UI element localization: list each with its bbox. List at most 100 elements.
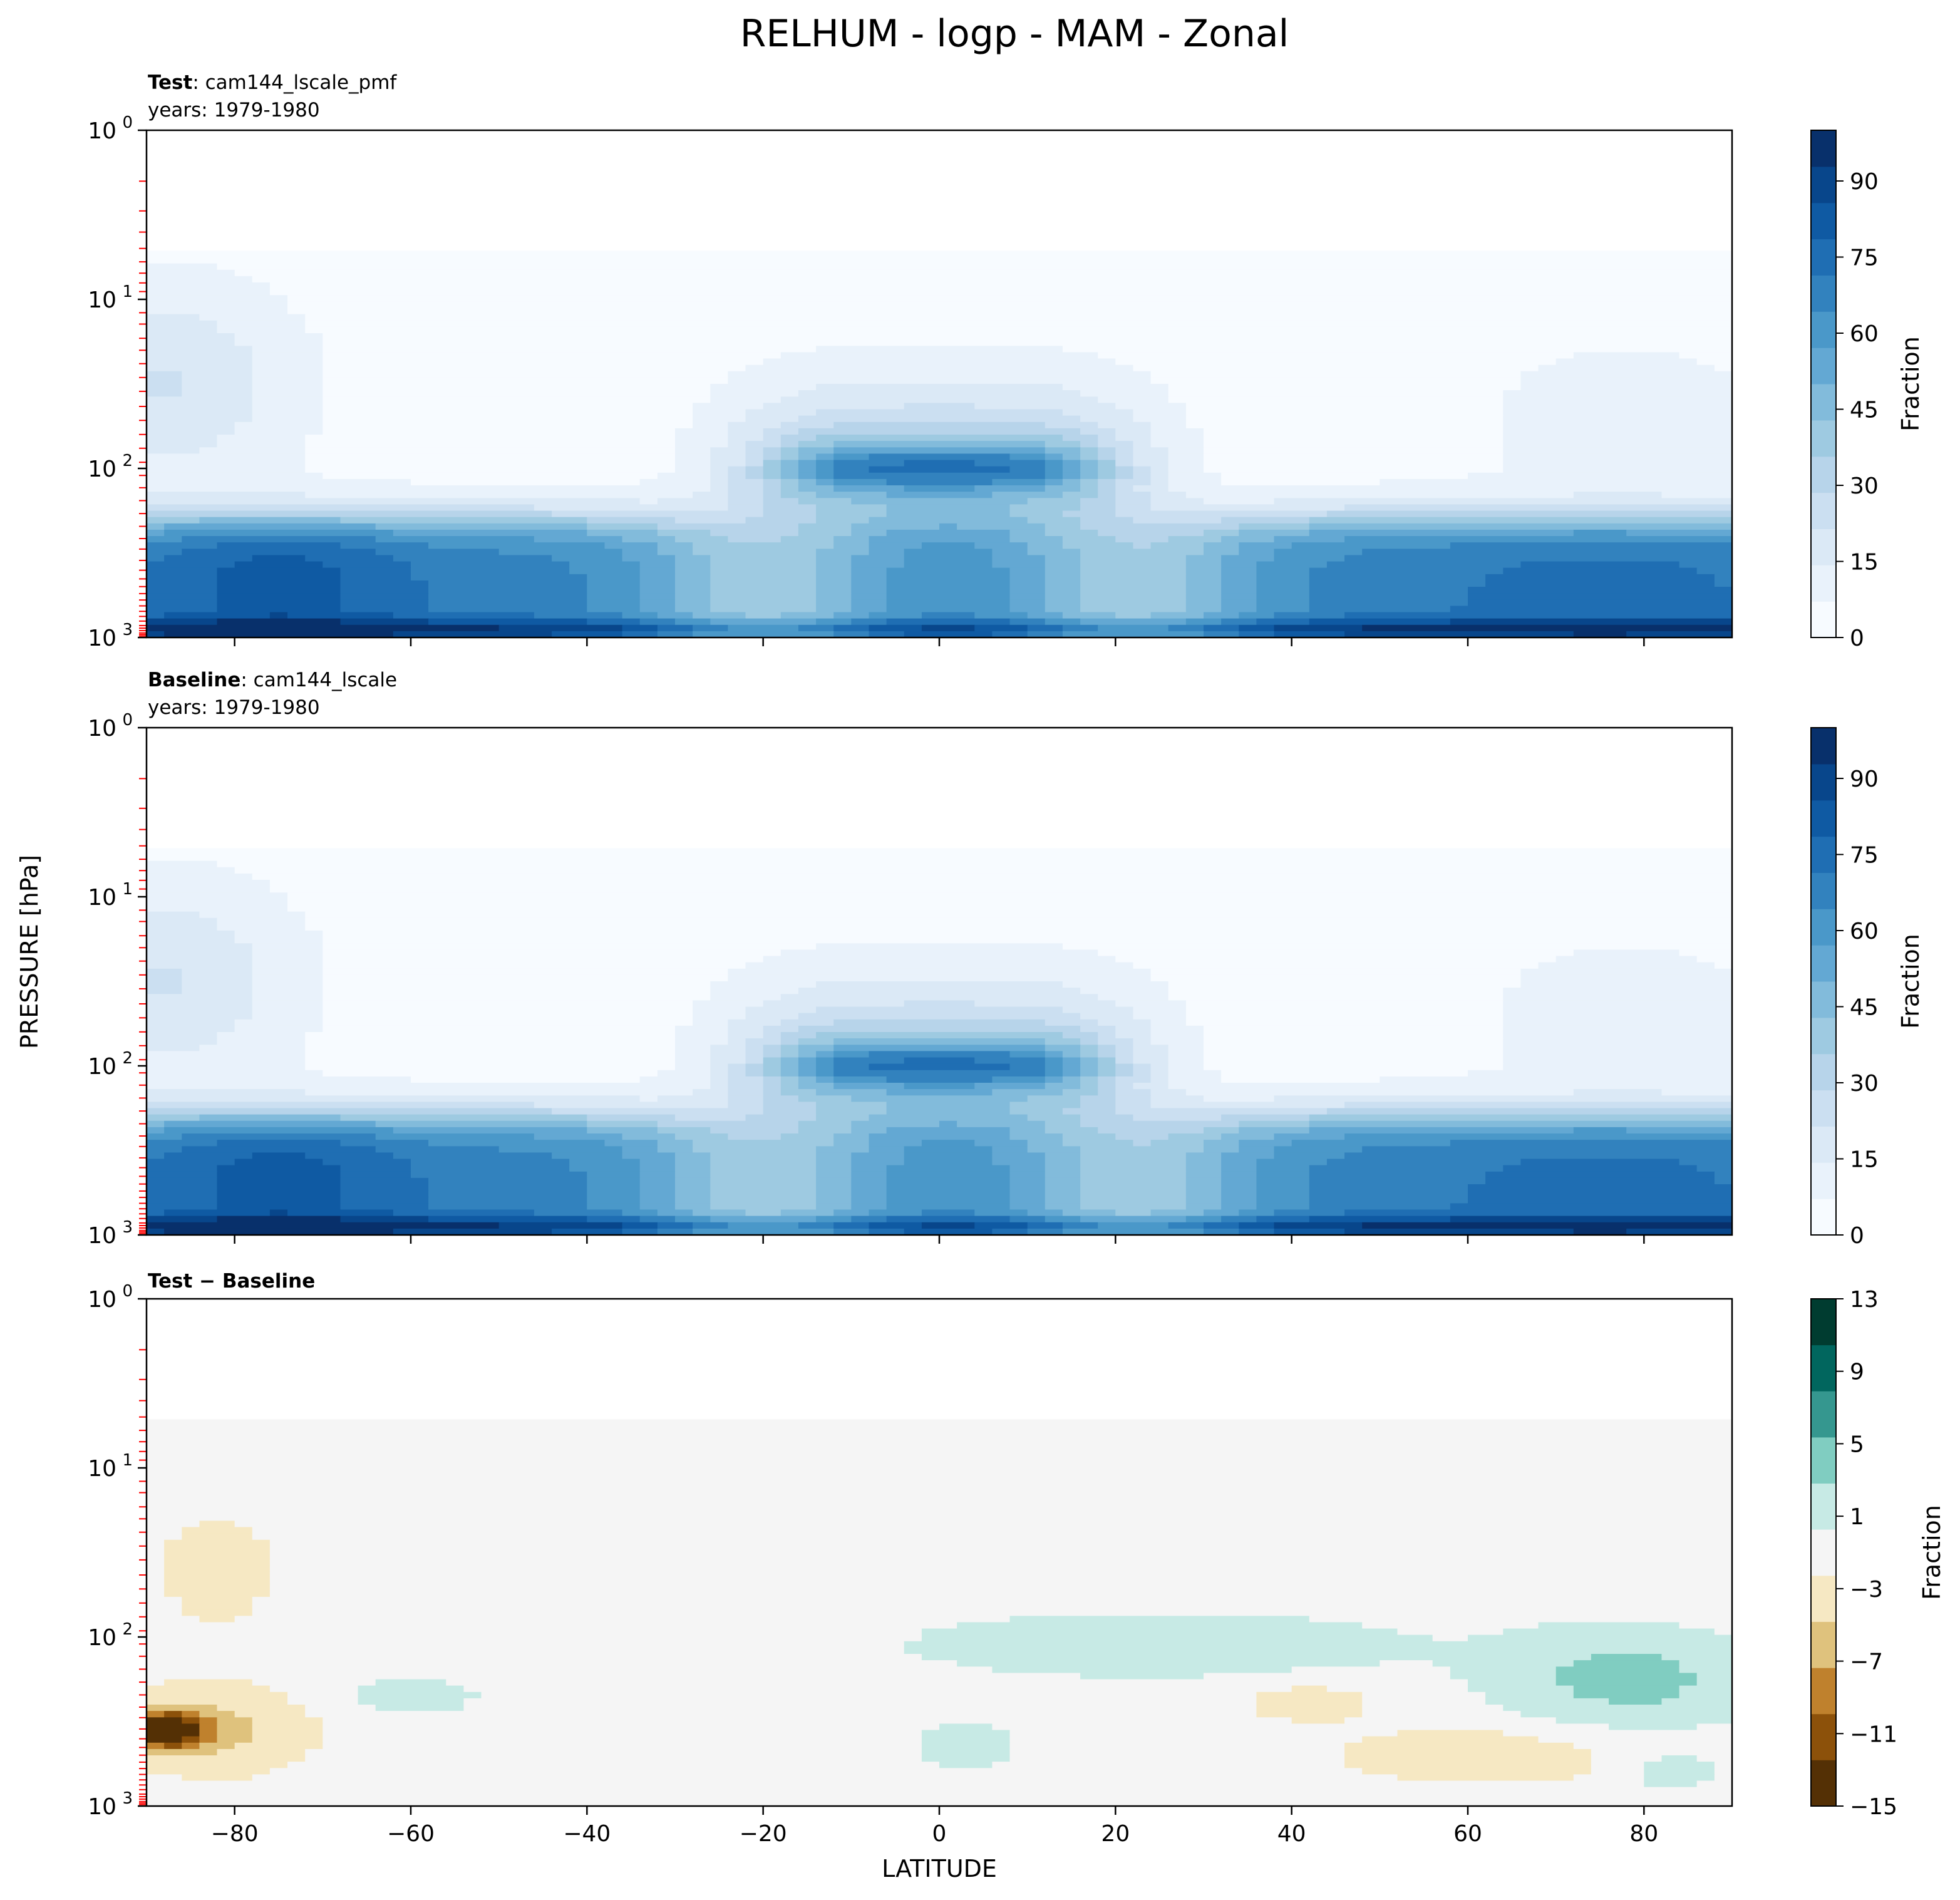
contour-cell bbox=[322, 403, 693, 410]
contour-cell bbox=[1098, 478, 1116, 486]
contour-cell bbox=[147, 1628, 922, 1636]
contour-cell bbox=[780, 1209, 834, 1217]
contour-cell bbox=[147, 1216, 218, 1223]
contour-cell bbox=[675, 580, 711, 587]
contour-cell bbox=[710, 618, 817, 626]
contour-cell bbox=[780, 421, 834, 429]
contour-cell bbox=[780, 453, 799, 461]
contour-cell bbox=[798, 1057, 817, 1065]
contour-cell bbox=[147, 1197, 218, 1204]
contour-cell bbox=[1204, 1228, 1239, 1235]
contour-cell bbox=[1080, 453, 1098, 461]
contour-cell bbox=[816, 1063, 834, 1071]
colorbar-swatch bbox=[1811, 1483, 1836, 1530]
contour-cell bbox=[869, 517, 1028, 524]
contour-cell bbox=[728, 421, 781, 429]
contour-cell bbox=[147, 333, 235, 340]
contour-cell bbox=[1009, 587, 1046, 594]
contour-cell bbox=[675, 593, 711, 600]
contour-cell bbox=[974, 1057, 1046, 1065]
contour-cell bbox=[1256, 567, 1310, 575]
contour-cell bbox=[287, 899, 1732, 906]
contour-cell bbox=[675, 1025, 728, 1033]
contour-cell bbox=[147, 510, 552, 518]
contour-cell bbox=[992, 1089, 1063, 1096]
contour-cell bbox=[710, 988, 799, 994]
contour-cell bbox=[1080, 472, 1098, 480]
contour-cell bbox=[869, 1146, 905, 1153]
contour-cell bbox=[886, 580, 1011, 587]
contour-cell bbox=[1098, 1019, 1152, 1026]
contour-cell bbox=[1450, 1673, 1557, 1680]
contour-cell bbox=[745, 453, 764, 461]
contour-cell bbox=[217, 606, 341, 613]
contour-cell bbox=[340, 1171, 411, 1179]
contour-cell bbox=[217, 326, 306, 334]
contour-cell bbox=[675, 441, 728, 448]
contour-cell bbox=[1115, 478, 1152, 486]
contour-cell bbox=[1115, 956, 1557, 963]
contour-cell bbox=[147, 962, 253, 969]
contour-cell bbox=[147, 1140, 218, 1147]
contour-cell bbox=[217, 1748, 306, 1756]
contour-cell bbox=[869, 453, 1011, 461]
contour-cell bbox=[1080, 561, 1187, 569]
contour-cell bbox=[763, 472, 781, 480]
contour-cell bbox=[904, 1641, 1732, 1648]
contour-cell bbox=[147, 1495, 1732, 1502]
contour-cell bbox=[869, 631, 905, 638]
contour-cell bbox=[1009, 1197, 1046, 1204]
contour-cell bbox=[587, 1171, 641, 1179]
contour-cell bbox=[147, 612, 165, 619]
contour-cell bbox=[745, 460, 764, 467]
contour-cell bbox=[1185, 403, 1504, 410]
contour-cell bbox=[869, 624, 922, 632]
contour-cell bbox=[904, 1000, 975, 1008]
contour-cell bbox=[269, 282, 1732, 289]
contour-cell bbox=[147, 352, 253, 359]
contour-cell bbox=[147, 1444, 1732, 1452]
contour-cell bbox=[798, 485, 834, 492]
panel-title-rest: : cam144_lscale bbox=[240, 669, 397, 691]
contour-cell bbox=[1009, 504, 1081, 512]
contour-cell bbox=[1362, 1146, 1732, 1153]
contour-cell bbox=[1115, 1209, 1152, 1217]
contour-cell bbox=[833, 421, 1046, 429]
contour-cell bbox=[147, 1438, 1732, 1445]
contour-cell bbox=[1168, 624, 1204, 632]
colorbar-tick-label: 45 bbox=[1850, 995, 1879, 1021]
contour-cell bbox=[147, 1691, 288, 1699]
contour-cell bbox=[816, 574, 852, 581]
contour-cell bbox=[816, 555, 852, 562]
contour-cell bbox=[322, 1025, 676, 1033]
contour-cell bbox=[639, 606, 676, 613]
contour-cell bbox=[1168, 1070, 1222, 1077]
contour-cell bbox=[798, 1095, 852, 1102]
contour-cell bbox=[1133, 1006, 1187, 1014]
contour-cell bbox=[1080, 988, 1169, 994]
contour-cell bbox=[534, 1209, 623, 1217]
contour-cell bbox=[763, 460, 781, 467]
contour-cell bbox=[269, 1209, 288, 1217]
contour-cell bbox=[322, 981, 711, 988]
contour-cell bbox=[1098, 1051, 1116, 1058]
contour-cell bbox=[1256, 1159, 1328, 1166]
contour-cell bbox=[164, 631, 394, 638]
contour-cell bbox=[322, 371, 728, 378]
contour-cell bbox=[763, 1108, 817, 1115]
contour-cell bbox=[1309, 1203, 1451, 1211]
contour-cell bbox=[147, 1609, 182, 1616]
contour-cell bbox=[957, 523, 1046, 530]
contour-cell bbox=[587, 1203, 641, 1211]
colorbar-swatch bbox=[1811, 166, 1836, 204]
contour-cell bbox=[1468, 593, 1732, 600]
contour-cell bbox=[1362, 1622, 1539, 1629]
contour-cell bbox=[1150, 1070, 1169, 1077]
contour-cell bbox=[763, 1095, 799, 1102]
contour-cell bbox=[1115, 1051, 1133, 1058]
contour-cell bbox=[1256, 1171, 1310, 1179]
contour-cell bbox=[974, 1000, 1116, 1008]
contour-cell bbox=[1661, 1654, 1732, 1661]
contour-cell bbox=[780, 1070, 799, 1077]
contour-cell bbox=[1503, 1057, 1732, 1065]
